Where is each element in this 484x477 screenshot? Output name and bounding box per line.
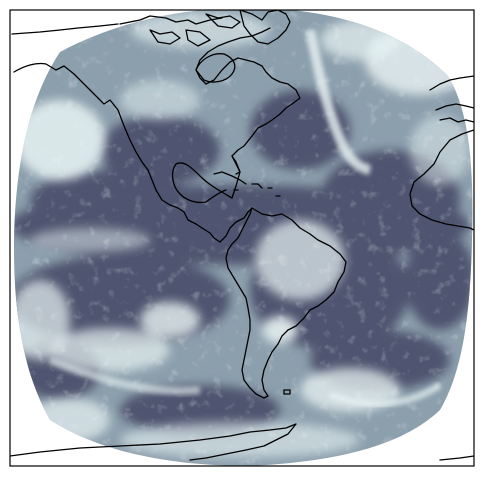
europe-coastline	[429, 75, 474, 123]
south-america-coastline	[225, 207, 347, 399]
florida-coastline	[231, 155, 241, 175]
north-america-east-coastline	[195, 27, 301, 199]
coastlines	[10, 10, 474, 461]
central-america-coastline	[219, 207, 253, 243]
hudson-bay-coastline	[195, 53, 236, 83]
map-frame	[9, 9, 475, 467]
north-america-coastline	[11, 23, 221, 243]
africa-coastline	[409, 129, 474, 231]
greenland-coastline	[239, 10, 291, 45]
antarctica-coastline	[10, 423, 474, 461]
caribbean-islands-coastline	[213, 171, 281, 197]
falkland-islands-coastline	[283, 389, 291, 395]
arctic-islands-coastline	[119, 13, 241, 47]
gulf-of-mexico-coastline	[171, 162, 233, 204]
